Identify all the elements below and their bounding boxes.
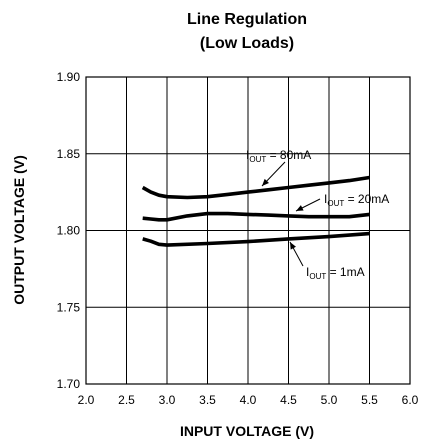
y-tick-label-3: 1.85 bbox=[57, 147, 81, 161]
data-series bbox=[141, 175, 370, 247]
x-tick-label-1: 2.5 bbox=[118, 393, 135, 407]
series-80ma-line bbox=[141, 175, 370, 200]
y-tick-label-1: 1.75 bbox=[57, 300, 81, 314]
chart-title: Line Regulation bbox=[187, 11, 307, 28]
x-tick-label-2: 3.0 bbox=[159, 393, 176, 407]
leader-20ma-arrowhead bbox=[296, 205, 304, 211]
x-tick-label-7: 5.5 bbox=[361, 393, 378, 407]
annotation-1ma: IOUT = 1mA bbox=[306, 265, 365, 281]
y-tick-labels: 1.70 1.75 1.80 1.85 1.90 bbox=[57, 70, 81, 391]
x-tick-label-6: 5.0 bbox=[321, 393, 338, 407]
plot-grid bbox=[85, 76, 411, 385]
leader-1ma-arrowhead bbox=[290, 242, 296, 250]
chart-subtitle: (Low Loads) bbox=[200, 35, 294, 52]
annotation-leaders bbox=[261, 161, 321, 267]
x-tick-label-5: 4.5 bbox=[280, 393, 297, 407]
x-tick-labels: 2.0 2.5 3.0 3.5 4.0 4.5 5.0 5.5 6.0 bbox=[78, 393, 419, 407]
plot-frame bbox=[85, 76, 411, 385]
series-1ma-line bbox=[142, 231, 370, 247]
annotation-20ma: IOUT = 20mA bbox=[324, 192, 389, 208]
y-tick-label-0: 1.70 bbox=[57, 377, 81, 391]
y-axis-label: OUTPUT VOLTAGE (V) bbox=[11, 155, 27, 305]
y-tick-label-4: 1.90 bbox=[57, 70, 81, 84]
series-20ma-line bbox=[142, 211, 370, 222]
x-tick-label-8: 6.0 bbox=[402, 393, 419, 407]
leader-80ma-arrowhead bbox=[262, 178, 270, 186]
x-tick-label-0: 2.0 bbox=[78, 393, 95, 407]
x-tick-label-3: 3.5 bbox=[199, 393, 216, 407]
y-tick-label-2: 1.80 bbox=[57, 224, 81, 238]
x-tick-label-4: 4.0 bbox=[240, 393, 257, 407]
x-axis-label: INPUT VOLTAGE (V) bbox=[180, 423, 314, 439]
annotation-80ma: IOUT = 80mA bbox=[246, 148, 311, 164]
